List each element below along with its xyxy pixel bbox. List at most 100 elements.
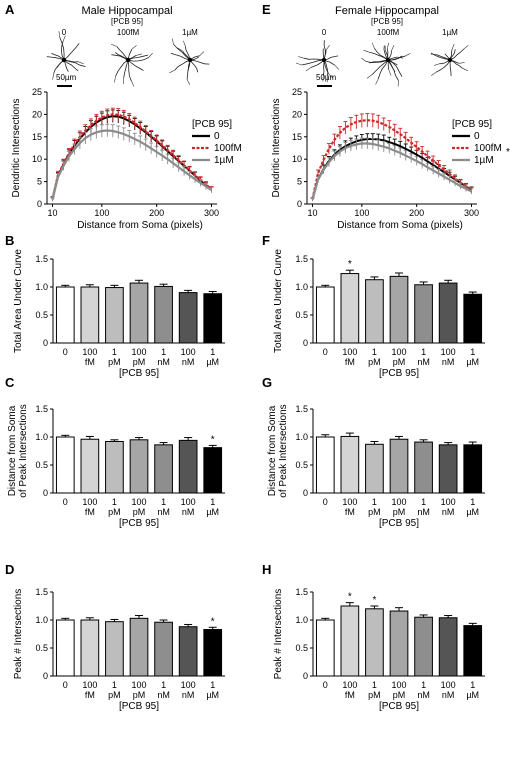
- bar: [105, 621, 124, 677]
- series-line: [311, 138, 473, 200]
- category-label: 100: [441, 497, 456, 507]
- neuron-branch: [430, 53, 437, 55]
- series-line: [311, 142, 472, 200]
- x-tick-label: 100: [94, 208, 109, 218]
- panel-letter-F: F: [262, 233, 270, 248]
- category-label: 100: [342, 347, 357, 357]
- y-tick-label: 25: [32, 87, 42, 97]
- neuron-branch: [334, 64, 340, 70]
- bar: [463, 293, 483, 344]
- neuron-branch: [52, 73, 54, 80]
- panel-letter-C: C: [5, 375, 15, 390]
- y-axis-label: Dendritic Intersections: [271, 99, 282, 198]
- series-2: [310, 137, 474, 201]
- y-tick-label: 0.5: [295, 460, 308, 470]
- neuron-branch: [384, 45, 386, 52]
- neuron-label: 1µM: [182, 28, 198, 37]
- bar: [414, 616, 433, 677]
- category-label: 100: [441, 680, 456, 690]
- series-1: [50, 107, 214, 202]
- neuron-branch: [62, 35, 66, 42]
- y-tick-label: 1.0: [295, 615, 308, 625]
- category-unit: µM: [466, 507, 479, 517]
- neuron-label: 100fM: [377, 28, 400, 37]
- neuron-branch: [363, 50, 370, 53]
- neuron-dendrite: [301, 59, 325, 66]
- bar: [340, 605, 360, 677]
- bar: [389, 438, 409, 494]
- category-unit: µM: [466, 357, 479, 367]
- neuron-image: [46, 31, 86, 80]
- neuron-dendrite: [46, 56, 65, 61]
- bar: [129, 282, 149, 344]
- category-label: 100: [131, 680, 146, 690]
- category-unit: pM: [393, 507, 406, 517]
- neuron-branch: [131, 80, 135, 87]
- neuron-dendrite: [127, 59, 132, 82]
- category-label: 1: [161, 347, 166, 357]
- category-unit: pM: [133, 357, 146, 367]
- category-unit: pM: [108, 690, 121, 700]
- neuron-dendrite: [59, 36, 65, 61]
- neuron-dendrite: [322, 59, 325, 76]
- category-unit: pM: [393, 357, 406, 367]
- panel-F: 00.51.01.50*100fM1pM100pM1nM100nM1µM[PCB…: [273, 249, 485, 379]
- bar: [414, 284, 433, 344]
- y-axis-label-line: Distance from Soma: [7, 405, 18, 496]
- panel-letter-E: E: [262, 2, 271, 17]
- neuron-dendrite: [127, 59, 144, 71]
- x-axis-label: Distance from Soma (pixels): [337, 220, 463, 231]
- neuron-soma: [321, 57, 327, 63]
- neuron-image: [295, 40, 340, 83]
- bar: [154, 621, 173, 677]
- neuron-image: [361, 42, 411, 87]
- bar: [203, 447, 223, 494]
- category-label: 100: [391, 680, 406, 690]
- neuron-dendrite: [174, 59, 191, 71]
- category-unit: nM: [182, 357, 195, 367]
- bar: [463, 444, 483, 494]
- neuron-dendrite: [127, 54, 149, 61]
- panel-letter-H: H: [262, 562, 271, 577]
- y-tick-label: 20: [32, 109, 42, 119]
- neuron-image: [111, 43, 153, 87]
- x-axis-label: [PCB 95]: [379, 518, 419, 529]
- category-label: 100: [391, 347, 406, 357]
- category-label: 1: [470, 680, 475, 690]
- y-tick-label: 0.5: [295, 310, 308, 320]
- significance-mark: *: [372, 595, 376, 606]
- category-unit: pM: [368, 357, 381, 367]
- neuron-branch: [136, 53, 143, 56]
- y-tick-label: 1.0: [35, 615, 48, 625]
- neuron-dendrite: [436, 54, 451, 61]
- neuron-dendrite: [115, 59, 129, 77]
- y-tick-label: 10: [292, 154, 302, 164]
- neuron-image: [430, 43, 469, 77]
- y-axis-label: Distance from Somaof Peak Intersections: [267, 404, 289, 497]
- neuron-dendrite: [170, 52, 191, 61]
- significance-mark: *: [348, 592, 352, 603]
- neuron-branch: [148, 52, 153, 58]
- neuron-branch: [458, 62, 465, 64]
- y-tick-label: 5: [37, 177, 42, 187]
- neuron-branch: [463, 44, 469, 50]
- x-tick-label: 200: [409, 208, 424, 218]
- neuron-dendrite: [449, 59, 452, 77]
- y-tick-label: 0.5: [295, 643, 308, 653]
- neuron-dendrite: [173, 44, 191, 61]
- bar: [315, 436, 335, 494]
- neuron-label: 0: [322, 28, 327, 37]
- y-tick-label: 1.0: [35, 282, 48, 292]
- category-unit: nM: [417, 507, 430, 517]
- x-tick-label: 10: [307, 208, 317, 218]
- category-label: 0: [323, 680, 328, 690]
- panel-subtitle: [PCB 95]: [371, 17, 403, 26]
- category-unit: µM: [206, 507, 219, 517]
- neuron-dendrite: [63, 59, 79, 72]
- neuron-dendrite: [310, 59, 325, 68]
- scale-bar-label: 50µm: [56, 73, 77, 82]
- category-label: 100: [181, 680, 196, 690]
- y-tick-label: 1.5: [35, 404, 48, 414]
- category-unit: pM: [133, 507, 146, 517]
- panel-G: 00.51.01.50 100fM1pM100pM1nM100nM1µM[PCB …: [267, 404, 485, 529]
